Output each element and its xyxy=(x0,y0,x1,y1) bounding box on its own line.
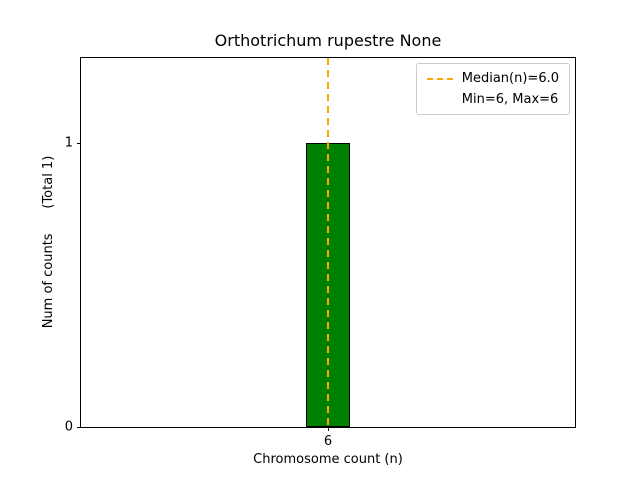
x-tick-mark xyxy=(328,427,329,431)
x-tick-label: 6 xyxy=(323,434,333,449)
y-tick-mark xyxy=(77,143,81,145)
y-tick-label: 0 xyxy=(64,419,73,435)
chart-title: Orthotrichum rupestre None xyxy=(214,31,442,50)
y-tick-mark xyxy=(77,427,81,428)
legend-entry-median: Median(n)=6.0 xyxy=(426,71,559,86)
plot-area: Median(n)=6.0 Min=6, Max=6 6 0 1 xyxy=(65,57,576,449)
legend: Median(n)=6.0 Min=6, Max=6 xyxy=(415,63,570,115)
legend-blank-sample xyxy=(427,99,453,101)
legend-label-minmax: Min=6, Max=6 xyxy=(461,92,559,107)
y-tick-label: 1 xyxy=(64,135,73,151)
median-line xyxy=(327,58,329,427)
y-axis-label: Num of counts (Total 1) xyxy=(41,155,56,329)
median-dashed-line-sample xyxy=(426,77,453,80)
x-axis-label: Chromosome count (n) xyxy=(253,452,403,467)
legend-label-median: Median(n)=6.0 xyxy=(461,71,559,86)
legend-entry-minmax: Min=6, Max=6 xyxy=(427,92,559,107)
